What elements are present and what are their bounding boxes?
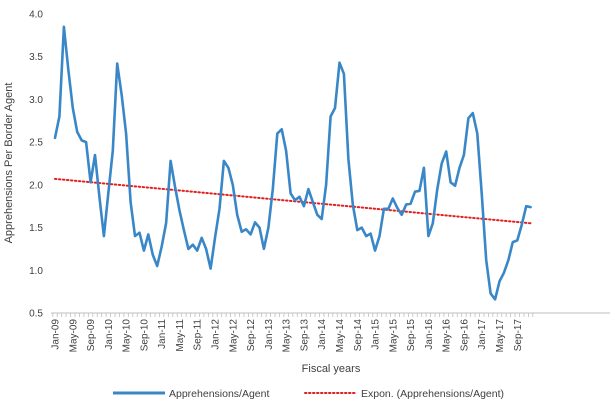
x-tick-label: Sep-11 bbox=[193, 319, 204, 351]
x-tick-label: Jan-16 bbox=[424, 319, 435, 350]
legend-label-apprehensions: Apprehensions/Agent bbox=[169, 388, 269, 400]
x-tick-label: Jan-17 bbox=[477, 319, 488, 350]
y-axis-labels: 0.5 1.0 1.5 2.0 2.5 3.0 3.5 4.0 bbox=[29, 10, 43, 320]
x-tick-label: Jan-13 bbox=[264, 319, 275, 350]
x-tick-label: Jan-14 bbox=[317, 319, 328, 350]
x-tick-label: Jan-09 bbox=[51, 319, 62, 350]
x-tick-label: May-13 bbox=[282, 319, 293, 353]
x-axis-labels: Jan-09 May-09 Sep-09 Jan-10 May-10 Sep-10 Jan-… bbox=[51, 319, 524, 353]
x-tick-label: May-11 bbox=[175, 319, 186, 352]
y-tick-label: 1.5 bbox=[29, 223, 43, 234]
x-tick-label: Sep-16 bbox=[459, 319, 470, 352]
legend-label-trendline: Expon. (Apprehensions/Agent) bbox=[361, 388, 504, 400]
x-tick-label: Sep-13 bbox=[299, 319, 310, 352]
x-tick-label: May-15 bbox=[388, 319, 399, 353]
x-tick-label: May-09 bbox=[68, 319, 79, 353]
x-tick-label: May-16 bbox=[442, 319, 453, 353]
x-tick-label: Jan-10 bbox=[104, 319, 115, 350]
y-tick-label: 0.5 bbox=[29, 309, 43, 320]
x-tick-label: Jan-12 bbox=[211, 319, 222, 350]
x-axis-ticks bbox=[52, 313, 534, 317]
y-tick-label: 3.0 bbox=[29, 95, 43, 106]
y-tick-label: 4.0 bbox=[29, 10, 43, 21]
y-axis-title: Apprehensions Per Border Agent bbox=[3, 83, 15, 244]
legend: Apprehensions/Agent Expon. (Apprehension… bbox=[113, 388, 504, 400]
x-tick-label: Sep-14 bbox=[353, 319, 364, 352]
x-tick-label: Sep-15 bbox=[406, 319, 417, 352]
x-axis-title: Fiscal years bbox=[302, 363, 361, 375]
x-tick-label: Sep-09 bbox=[86, 319, 97, 352]
series-line-apprehensions-per-agent bbox=[53, 25, 532, 301]
y-tick-label: 3.5 bbox=[29, 52, 43, 63]
x-tick-label: Jan-15 bbox=[371, 319, 382, 350]
y-tick-label: 2.5 bbox=[29, 138, 43, 149]
x-tick-label: May-17 bbox=[495, 319, 506, 353]
x-tick-label: May-10 bbox=[122, 319, 133, 353]
trendline-expon bbox=[54, 177, 532, 225]
x-tick-label: Sep-10 bbox=[139, 319, 150, 352]
x-tick-label: Jan-11 bbox=[157, 319, 168, 349]
x-tick-label: Sep-12 bbox=[246, 319, 257, 352]
y-tick-label: 1.0 bbox=[29, 266, 43, 277]
x-tick-label: May-12 bbox=[228, 319, 239, 353]
x-tick-label: May-14 bbox=[335, 319, 346, 353]
y-tick-label: 2.0 bbox=[29, 180, 43, 191]
x-tick-label: Sep-17 bbox=[513, 319, 524, 352]
